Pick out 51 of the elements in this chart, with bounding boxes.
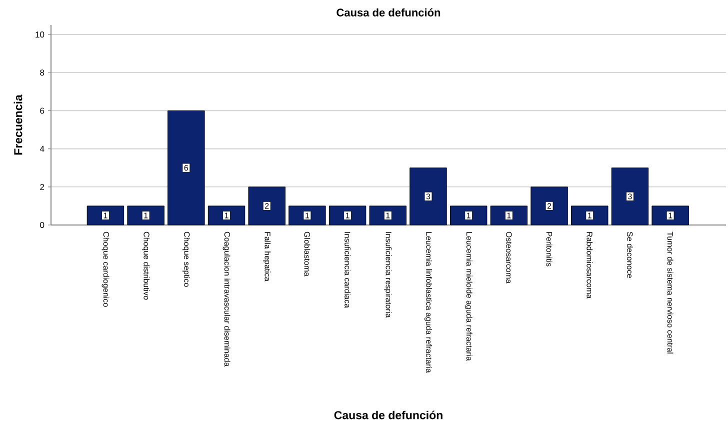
x-tick-label: Choque cardiogenico — [102, 232, 110, 307]
data-label: 2 — [265, 203, 269, 209]
data-label: 6 — [184, 165, 188, 171]
bar — [86, 206, 124, 226]
y-axis-title: Frecuencia — [14, 94, 22, 155]
bar — [248, 186, 286, 226]
y-tick-label: 8 — [40, 70, 44, 76]
data-label: 1 — [306, 212, 310, 218]
y-tick-label: 10 — [36, 32, 44, 38]
x-tick-label: Leucemia linfoblastica aguda refractaria — [424, 232, 432, 373]
bar — [168, 110, 205, 226]
data-label: 1 — [466, 212, 470, 218]
bar — [369, 206, 407, 226]
x-tick-label: Insuficiencia cardiaca — [344, 232, 350, 308]
x-tick-label: Leucemia mieloide aguda refractaria — [464, 232, 472, 361]
y-tick-label: 6 — [40, 108, 44, 114]
bar — [208, 206, 246, 226]
bar — [410, 168, 447, 226]
data-label: 3 — [628, 194, 632, 200]
x-tick-label: Peritonitis — [546, 232, 552, 266]
bar — [611, 168, 649, 226]
y-tick-label: 0 — [40, 222, 44, 228]
data-label: 1 — [144, 212, 148, 218]
data-label: 1 — [104, 212, 108, 218]
bar — [450, 206, 488, 226]
x-tick-label: Coagulacion intravascular diseminada — [222, 232, 230, 367]
bar — [490, 206, 528, 226]
data-label: 1 — [346, 212, 350, 218]
bar — [530, 186, 568, 226]
data-label: 1 — [507, 212, 511, 218]
x-tick-label: Se deconoce — [627, 232, 633, 278]
y-tick-label: 4 — [40, 146, 44, 152]
x-tick-label: Globlastoma — [304, 232, 310, 276]
x-tick-label: Osteosarcoma — [506, 232, 512, 284]
data-label: 1 — [386, 212, 390, 218]
x-axis-title: Causa de defunción — [334, 410, 442, 420]
bar — [328, 206, 366, 226]
x-tick-label: Tumor de sistema nervioso central — [667, 232, 674, 354]
data-label: 1 — [588, 212, 592, 218]
x-tick-label: Insuficiencia respiratoria — [384, 232, 392, 318]
x-tick-label: Falla hepatica — [263, 232, 271, 282]
chart-title: Causa de defunción — [336, 8, 440, 16]
x-tick-label: Rabdomiosarcoma — [586, 232, 593, 299]
x-tick-label: Choque septico — [182, 232, 190, 287]
x-tick-label: Choque distributivo — [142, 232, 150, 300]
data-label: 1 — [668, 212, 672, 218]
data-label: 2 — [547, 203, 552, 209]
y-tick-label: 2 — [40, 184, 44, 190]
data-label: 3 — [426, 194, 430, 200]
data-label: 1 — [224, 212, 228, 218]
bar — [571, 206, 608, 226]
